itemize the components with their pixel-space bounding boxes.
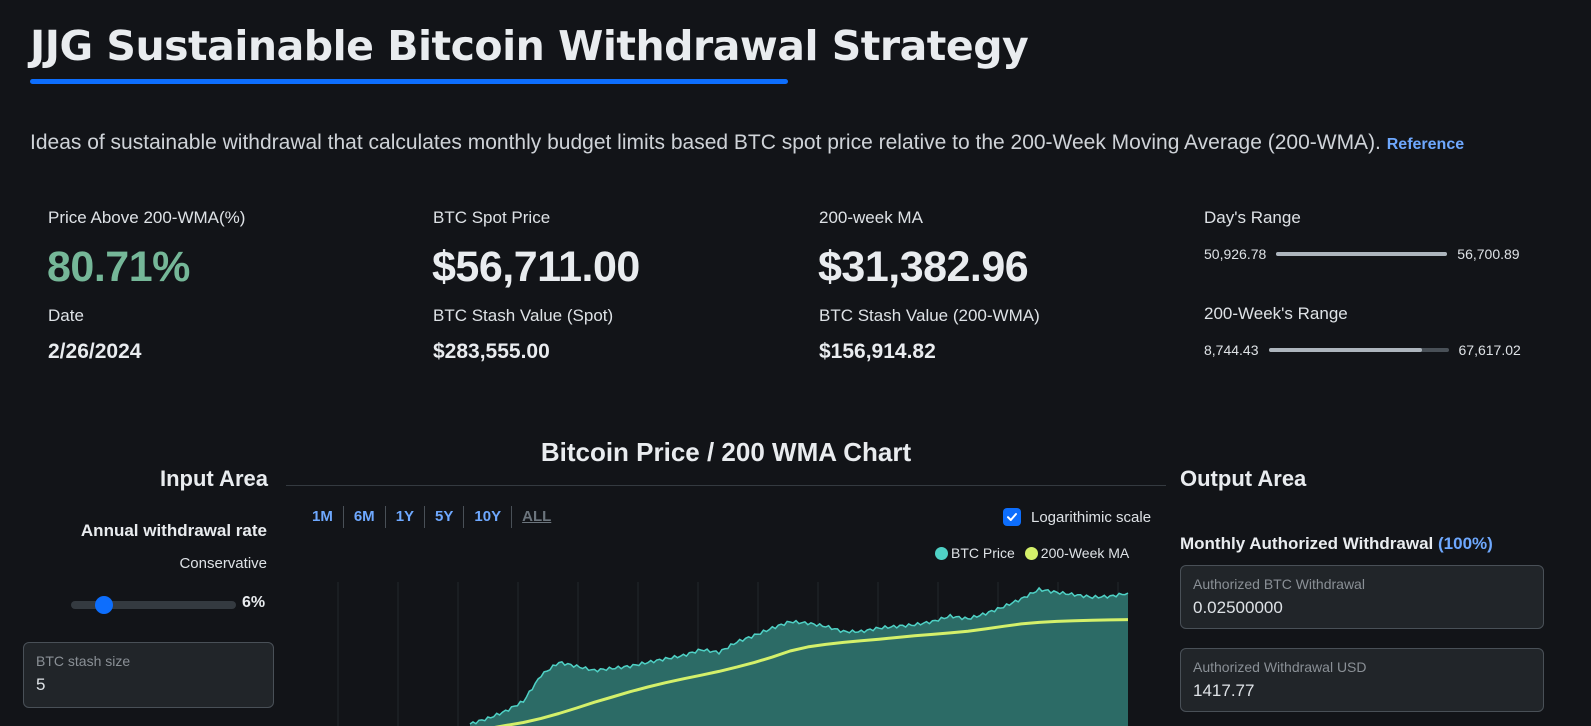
wma-label-wrap: 200-week MA (819, 208, 923, 228)
day-range-bar: 50,926.78 56,700.89 (1204, 246, 1520, 262)
monthly-withdrawal-pct: (100%) (1438, 534, 1493, 553)
price-above-wma-wrap: 80.71% (47, 243, 190, 292)
date-value: 2/26/2024 (48, 340, 142, 363)
timeframe-6m[interactable]: 6M (344, 506, 386, 528)
stash-spot-value-wrap: $283,555.00 (433, 340, 550, 364)
log-scale-toggle[interactable]: Logarithimic scale (1003, 508, 1151, 526)
withdrawal-rate-value: 6% (242, 594, 266, 611)
week-range-low: 8,744.43 (1204, 342, 1259, 358)
log-scale-checkbox[interactable] (1003, 508, 1021, 526)
legend-wma-label: 200-Week MA (1040, 545, 1130, 561)
stash-wma-value: $156,914.82 (819, 340, 936, 363)
timeframe-5y[interactable]: 5Y (425, 506, 465, 528)
price-chart[interactable] (290, 582, 1146, 726)
stash-wma-value-wrap: $156,914.82 (819, 340, 936, 364)
withdrawal-rate-slider[interactable] (71, 596, 236, 614)
monthly-withdrawal-label: Monthly Authorized Withdrawal (1180, 534, 1434, 553)
price-above-wma-label: Price Above 200-WMA(%) (48, 208, 246, 227)
week-range-fill (1268, 348, 1422, 352)
withdrawal-mode-label: Conservative (179, 555, 267, 572)
btc-stash-input[interactable]: 5 (36, 675, 46, 694)
spot-price-label: BTC Spot Price (433, 208, 551, 227)
week-range-track (1268, 348, 1449, 352)
week-range-bar: 8,744.43 67,617.02 (1204, 342, 1521, 358)
btc-withdrawal-label: Authorized BTC Withdrawal (1193, 576, 1365, 592)
day-range-label-wrap: Day's Range (1204, 208, 1301, 228)
legend-btc-dot (935, 546, 948, 560)
usd-withdrawal-value[interactable]: 1417.77 (1193, 681, 1255, 700)
timeframe-1y[interactable]: 1Y (386, 506, 426, 528)
date-label: Date (48, 306, 84, 325)
btc-stash-label: BTC stash size (36, 653, 131, 669)
spot-value-wrap: $56,711.00 (432, 243, 640, 292)
week-range-high: 67,617.02 (1458, 342, 1521, 358)
btc-price-area (470, 587, 1128, 726)
page-title: JJG Sustainable Bitcoin Withdrawal Strat… (30, 22, 1029, 70)
wma-value-wrap: $31,382.96 (818, 243, 1029, 292)
input-area-heading: Input Area (160, 466, 268, 491)
spot-label-wrap: BTC Spot Price (433, 208, 550, 228)
day-range-fill (1276, 252, 1448, 256)
legend-wma-dot (1024, 546, 1038, 560)
week-range-label-wrap: 200-Week's Range (1204, 304, 1348, 324)
price-above-wma-value: 80.71% (47, 243, 190, 291)
timeframe-all[interactable]: ALL (522, 508, 552, 525)
check-icon (1007, 513, 1017, 521)
stash-spot-label: BTC Stash Value (Spot) (433, 306, 614, 325)
week-range-label: 200-Week's Range (1204, 304, 1348, 323)
btc-withdrawal-value[interactable]: 0.02500000 (1193, 598, 1283, 617)
timeframe-10y[interactable]: 10Y (464, 506, 513, 528)
date-label-wrap: Date (48, 306, 84, 326)
btc-withdrawal-field[interactable]: Authorized BTC Withdrawal 0.02500000 (1180, 565, 1544, 629)
date-value-wrap: 2/26/2024 (48, 340, 141, 364)
intro-body: Ideas of sustainable withdrawal that cal… (30, 131, 1381, 154)
spot-price-value: $56,711.00 (432, 243, 640, 291)
day-range-high: 56,700.89 (1457, 246, 1520, 262)
day-range-label: Day's Range (1204, 208, 1301, 227)
stash-wma-label: BTC Stash Value (200-WMA) (819, 306, 1040, 325)
output-area-heading: Output Area (1180, 466, 1307, 491)
chart-title: Bitcoin Price / 200 WMA Chart (540, 437, 912, 467)
timeframe-1m[interactable]: 1M (302, 506, 344, 528)
stash-spot-value: $283,555.00 (433, 340, 550, 363)
stash-spot-label-wrap: BTC Stash Value (Spot) (433, 306, 613, 326)
price-above-wma-stat: Price Above 200-WMA(%) (48, 208, 245, 228)
chart-legend: BTC Price 200-Week MA (935, 545, 1129, 561)
btc-price-line (469, 586, 1129, 725)
stash-wma-label-wrap: BTC Stash Value (200-WMA) (819, 306, 1040, 326)
slider-thumb[interactable] (95, 596, 113, 614)
wma-value: $31,382.96 (818, 243, 1029, 291)
title-underline (30, 79, 788, 84)
usd-withdrawal-field[interactable]: Authorized Withdrawal USD 1417.77 (1180, 648, 1544, 712)
day-range-track (1276, 252, 1448, 256)
wma-label: 200-week MA (819, 208, 923, 227)
withdrawal-rate-label: Annual withdrawal rate (80, 521, 267, 540)
wma-line (494, 618, 1129, 726)
log-scale-label: Logarithimic scale (1031, 508, 1152, 526)
usd-withdrawal-label: Authorized Withdrawal USD (1193, 659, 1367, 675)
btc-stash-field[interactable]: BTC stash size 5 (23, 642, 274, 708)
reference-link[interactable]: Reference (1386, 136, 1465, 153)
legend-btc-label: BTC Price (951, 545, 1015, 561)
monthly-withdrawal-heading: Monthly Authorized Withdrawal (100%) (1180, 534, 1493, 554)
chart-divider (286, 485, 1166, 486)
intro-text: Ideas of sustainable withdrawal that cal… (30, 131, 1464, 155)
day-range-low: 50,926.78 (1204, 246, 1267, 262)
timeframe-buttons: 1M 6M 1Y 5Y 10Y ALL (302, 506, 561, 528)
